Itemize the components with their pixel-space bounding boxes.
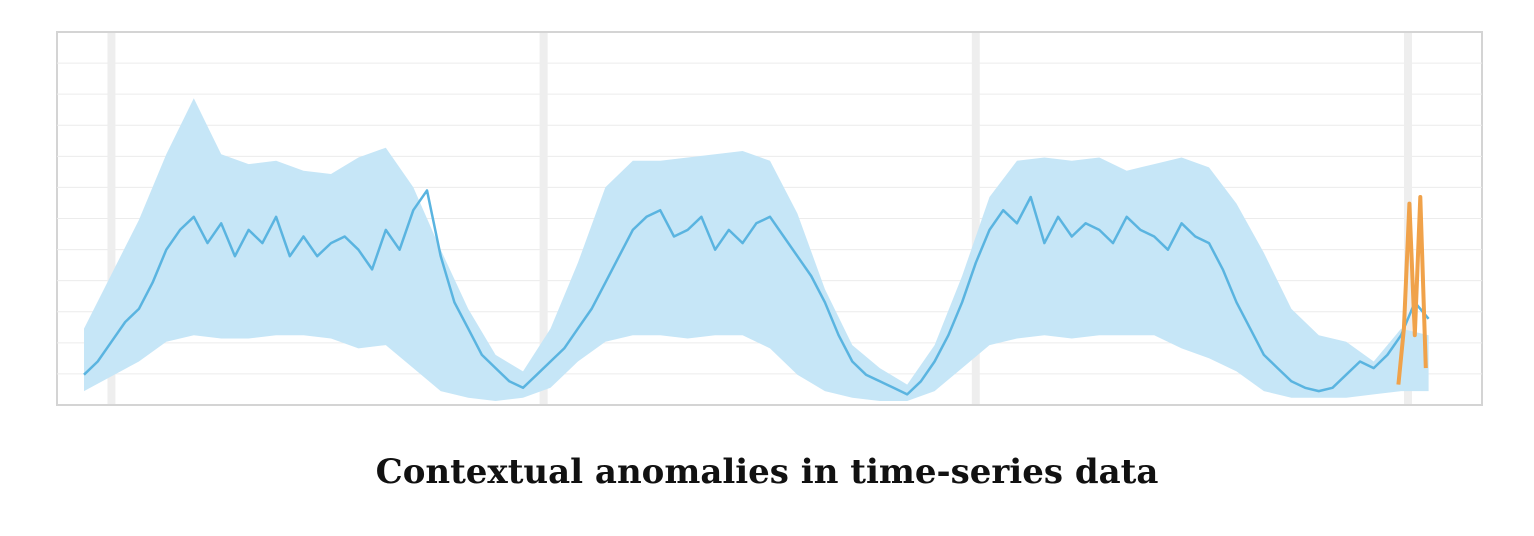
anomaly-layer — [1396, 195, 1428, 385]
chart-caption: Contextual anomalies in time-series data — [375, 452, 1159, 492]
expected-band-layer — [84, 98, 1429, 402]
expected-band — [84, 98, 1429, 402]
anomaly-series-line — [1396, 195, 1428, 385]
observed-series-line — [83, 189, 1430, 396]
observed-line-layer — [83, 189, 1430, 396]
day-separator — [107, 33, 116, 404]
day-separator — [539, 33, 548, 404]
day-separator — [971, 33, 980, 404]
